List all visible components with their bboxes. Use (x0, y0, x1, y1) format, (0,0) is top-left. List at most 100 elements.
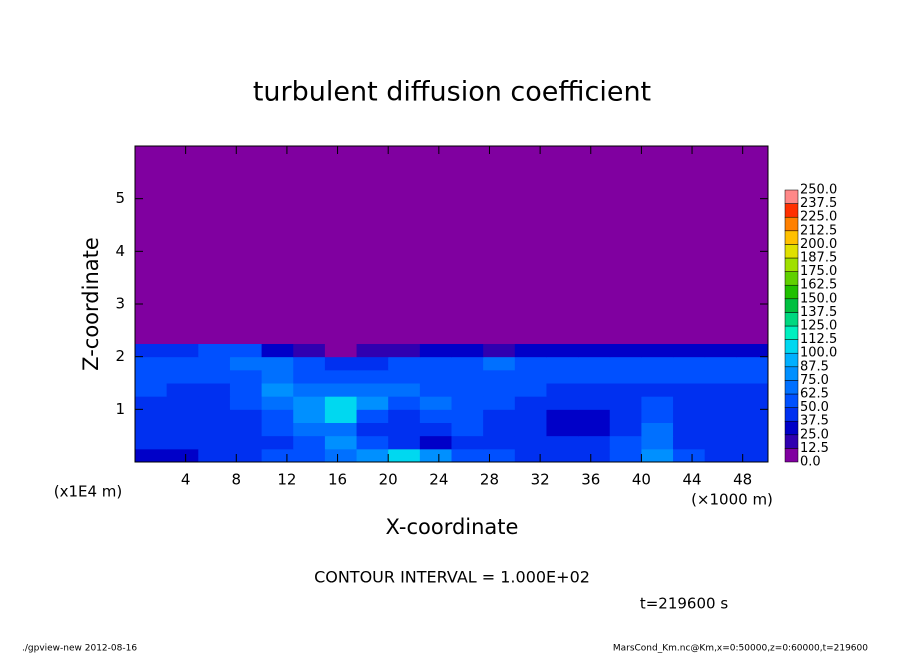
x-tick-label: 8 (232, 471, 242, 489)
field-cell (166, 343, 199, 358)
field-cell (293, 422, 326, 437)
x-unit: (×1000 m) (691, 491, 773, 509)
field-cell (704, 383, 737, 397)
field-cell (293, 396, 326, 410)
colorbar-label: 37.5 (800, 414, 829, 429)
x-axis-label: X-coordinate (386, 515, 519, 539)
field-cell (324, 435, 358, 450)
y-tick-label: 2 (115, 347, 125, 365)
colorbar-label: 200.0 (800, 237, 837, 252)
field-cell (419, 422, 452, 437)
field-cell (166, 448, 199, 463)
field-cell (135, 343, 168, 358)
x-tick-label: 48 (733, 471, 752, 489)
field-cell (451, 146, 484, 344)
field-cell (324, 369, 358, 384)
field-cell (451, 422, 484, 437)
field-cell (673, 435, 706, 450)
field-cell (578, 422, 611, 437)
colorbar-label: 250.0 (800, 183, 837, 198)
field-cell (609, 409, 642, 423)
field-cell (356, 396, 389, 410)
field-cell (673, 396, 706, 410)
field-cell (419, 448, 452, 463)
field-cell (135, 356, 168, 371)
field-cell (578, 396, 611, 410)
field-cell (451, 356, 484, 371)
field-cell (609, 435, 642, 450)
field-cell (324, 396, 358, 410)
field-cell (704, 435, 737, 450)
field-cell (198, 383, 231, 397)
field-cell (704, 343, 737, 358)
field-cell (641, 369, 674, 384)
field-cell (483, 369, 516, 384)
field-cell (609, 396, 642, 410)
field-cell (356, 369, 389, 384)
field-cell (356, 356, 389, 371)
field-cell (166, 396, 199, 410)
field-cell (641, 356, 674, 371)
field-cell (198, 369, 231, 384)
colorbar-label: 225.0 (800, 210, 837, 225)
field-cell (293, 435, 326, 450)
field-cell (356, 448, 389, 463)
field-cell (736, 146, 769, 344)
field-cell (419, 409, 452, 423)
field-cell (546, 448, 579, 463)
colorbar-label: 25.0 (800, 427, 829, 442)
field-cell (483, 146, 516, 344)
field-cell (419, 435, 452, 450)
colorbar-band (784, 312, 799, 327)
field-cell (293, 146, 326, 344)
field-cell (483, 356, 516, 371)
field-cell (166, 422, 199, 437)
field-cell (514, 396, 547, 410)
field-cell (229, 369, 263, 384)
field-cell (166, 435, 199, 450)
y-tick-label: 1 (115, 400, 125, 418)
colorbar-label: 175.0 (800, 264, 837, 279)
field-cell (135, 146, 168, 344)
field-cell (609, 448, 642, 463)
field-cell (451, 343, 484, 358)
field-cell (388, 448, 421, 463)
field-cell (673, 146, 706, 344)
field-cell (261, 448, 294, 463)
field-cell (293, 343, 326, 358)
field-cell (388, 343, 421, 358)
field-cell (166, 409, 199, 423)
field-cell (198, 343, 231, 358)
colorbar-label: 100.0 (800, 346, 837, 361)
field-cell (261, 343, 294, 358)
field-cell (514, 343, 547, 358)
y-tick-label: 4 (115, 242, 125, 260)
colorbar-label: 125.0 (800, 319, 837, 334)
field-cell (324, 343, 358, 358)
x-tick-label: 4 (181, 471, 191, 489)
field-cell (419, 369, 452, 384)
field-cell (293, 369, 326, 384)
field-cell (388, 409, 421, 423)
field-cell (546, 435, 579, 450)
colorbar-label: 62.5 (800, 387, 829, 402)
field-cell (166, 369, 199, 384)
field-cell (578, 369, 611, 384)
field-cell (483, 343, 516, 358)
field-cell (609, 383, 642, 397)
field-cell (198, 396, 231, 410)
field-cell (324, 356, 358, 371)
field-cell (229, 448, 263, 463)
colorbar-band (784, 216, 799, 232)
field-cell (514, 448, 547, 463)
field-cell (704, 409, 737, 423)
x-tick-label: 36 (581, 471, 600, 489)
x-tick-label: 32 (531, 471, 550, 489)
field-cell (261, 356, 294, 371)
field-cell (324, 409, 358, 423)
field-cell (546, 343, 579, 358)
field-cell (356, 343, 389, 358)
field-cell (388, 396, 421, 410)
colorbar-label: 237.5 (800, 196, 837, 211)
x-tick-label: 28 (480, 471, 499, 489)
